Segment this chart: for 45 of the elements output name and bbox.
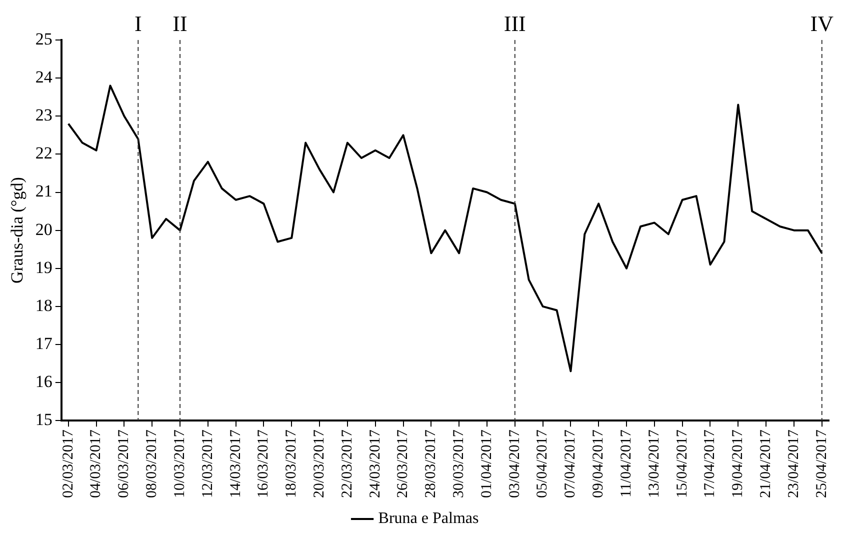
x-tick-label: 12/03/2017 <box>200 429 216 498</box>
x-tick-label: 08/03/2017 <box>144 429 160 498</box>
x-tick-label: 24/03/2017 <box>367 429 384 498</box>
x-tick-label: 09/04/2017 <box>590 429 607 498</box>
x-tick-label: 20/03/2017 <box>311 429 328 498</box>
x-tick-label: 23/04/2017 <box>786 429 802 498</box>
x-tick-label: 16/03/2017 <box>256 429 272 498</box>
x-tick-label: 06/03/2017 <box>116 429 132 498</box>
x-tick-label: 04/03/2017 <box>88 429 104 498</box>
ref-line-label: III <box>504 10 526 36</box>
x-tick-label: 05/04/2017 <box>534 429 551 498</box>
x-tick-label: 10/03/2017 <box>172 429 188 498</box>
x-tick-label: 21/04/2017 <box>758 429 774 498</box>
x-tick-label: 30/03/2017 <box>451 429 468 498</box>
y-tick-label: 24 <box>35 68 53 87</box>
x-tick-label: 25/04/2017 <box>814 429 830 498</box>
y-tick-label: 17 <box>35 334 53 353</box>
x-tick-label: 03/04/2017 <box>506 429 523 498</box>
y-tick-label: 18 <box>35 296 52 315</box>
ref-line-label: I <box>134 10 142 36</box>
y-tick-label: 20 <box>35 220 52 239</box>
y-tick-label: 16 <box>35 372 52 392</box>
x-tick-label: 18/03/2017 <box>284 429 300 498</box>
ref-line-label: IV <box>810 10 834 36</box>
x-tick-label: 19/04/2017 <box>730 429 746 498</box>
x-tick-label: 28/03/2017 <box>423 429 440 498</box>
y-tick-label: 21 <box>35 182 52 201</box>
x-tick-label: 22/03/2017 <box>339 429 356 498</box>
y-axis-title: Graus-dia (°gd) <box>8 177 27 284</box>
y-tick-label: 15 <box>35 410 52 430</box>
legend-label: Bruna e Palmas <box>378 510 479 528</box>
y-tick-label: 25 <box>35 29 52 48</box>
ref-line-label: II <box>172 10 188 36</box>
x-tick-label: 26/03/2017 <box>395 429 412 498</box>
y-tick-label: 23 <box>35 106 52 125</box>
x-tick-label: 02/03/2017 <box>60 429 76 498</box>
x-tick-label: 14/03/2017 <box>228 429 244 498</box>
x-tick-label: 11/04/2017 <box>618 429 634 498</box>
x-tick-label: 13/04/2017 <box>646 429 662 498</box>
x-tick-label: 17/04/2017 <box>702 429 718 498</box>
x-tick-label: 01/04/2017 <box>478 429 495 498</box>
y-tick-label: 19 <box>35 258 52 277</box>
x-tick-label: 15/04/2017 <box>674 429 690 498</box>
x-tick-label: 07/04/2017 <box>562 429 579 498</box>
y-tick-label: 22 <box>35 144 52 163</box>
